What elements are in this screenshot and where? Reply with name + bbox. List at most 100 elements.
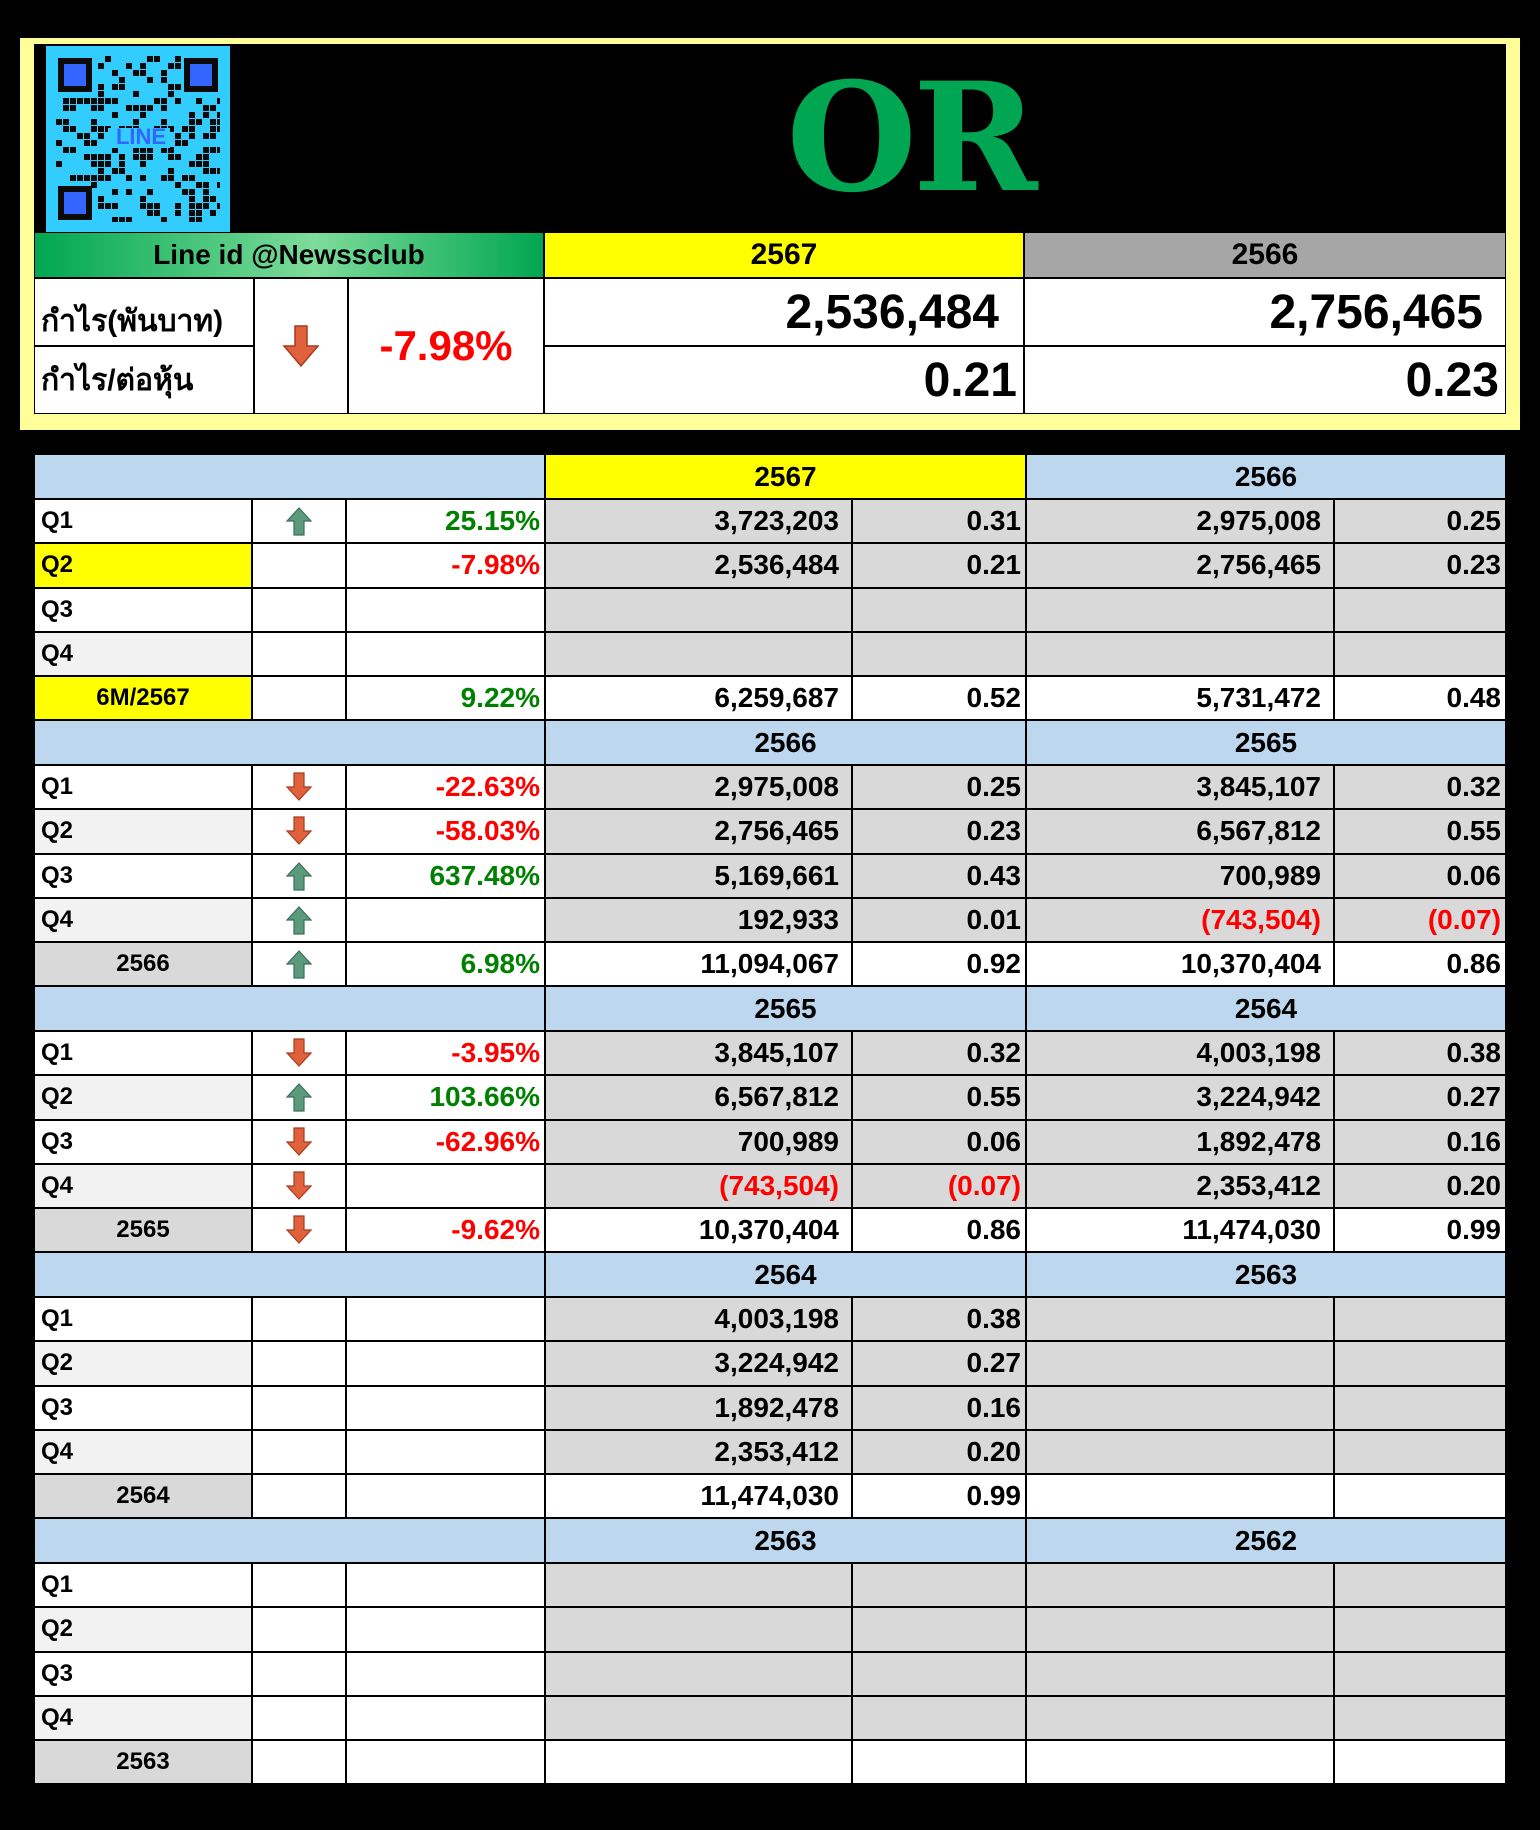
header-inner xyxy=(34,44,1506,238)
section-year-a: 2566 xyxy=(545,720,1026,765)
change-pct: 25.15% xyxy=(346,499,545,544)
change-pct xyxy=(346,1429,545,1475)
header-change-pct: -7.98% xyxy=(348,278,544,414)
header-trend-arrow xyxy=(254,278,348,414)
eps-year-a: 0.01 xyxy=(852,897,1026,943)
eps-year-b xyxy=(1334,1341,1506,1386)
section-year-b: 2565 xyxy=(1026,720,1506,765)
change-pct: -7.98% xyxy=(346,543,545,588)
eps-year-b: 0.99 xyxy=(1334,1208,1506,1253)
eps-year-b xyxy=(1334,1563,1506,1608)
header-profit-current: 2,536,484 xyxy=(544,278,1024,346)
profit-year-b: 2,975,008 xyxy=(1026,499,1334,544)
change-pct xyxy=(346,897,545,943)
quarter-label: Q3 xyxy=(34,1385,252,1430)
profit-year-a: 192,933 xyxy=(545,897,852,943)
change-pct xyxy=(346,1607,545,1652)
profit-year-b xyxy=(1026,631,1334,677)
section-year-a: 2563 xyxy=(545,1518,1026,1563)
eps-year-b xyxy=(1334,1607,1506,1652)
eps-year-b xyxy=(1334,1385,1506,1430)
eps-year-a: 0.32 xyxy=(852,1031,1026,1076)
line-qr-code[interactable]: LINE xyxy=(46,46,230,232)
change-pct xyxy=(346,1385,545,1430)
trend-arrow-cell xyxy=(252,1075,346,1120)
change-pct xyxy=(346,587,545,632)
profit-year-a: 10,370,404 xyxy=(545,1208,852,1253)
eps-year-b: 0.86 xyxy=(1334,942,1506,987)
change-pct xyxy=(346,1563,545,1608)
eps-year-a: 0.21 xyxy=(852,543,1026,588)
profit-year-b xyxy=(1026,1651,1334,1696)
quarter-label: Q1 xyxy=(34,1031,252,1076)
section-year-b: 2562 xyxy=(1026,1518,1506,1563)
change-pct: 103.66% xyxy=(346,1075,545,1120)
eps-year-a: 0.43 xyxy=(852,853,1026,898)
section-header-blank xyxy=(34,1518,545,1563)
eps-year-a: 0.31 xyxy=(852,499,1026,544)
change-pct xyxy=(346,1651,545,1696)
header-year-previous: 2566 xyxy=(1024,232,1506,278)
trend-arrow-cell xyxy=(252,897,346,943)
profit-year-b: 10,370,404 xyxy=(1026,942,1334,987)
change-pct xyxy=(346,1297,545,1342)
up-arrow-icon xyxy=(285,861,313,891)
profit-year-a xyxy=(545,1563,852,1608)
profit-year-b xyxy=(1026,1341,1334,1386)
eps-year-b: 0.23 xyxy=(1334,543,1506,588)
profit-year-b xyxy=(1026,1474,1334,1519)
trend-arrow-cell xyxy=(252,1429,346,1475)
down-arrow-icon xyxy=(285,1171,313,1200)
section-year-b: 2563 xyxy=(1026,1252,1506,1297)
profit-year-b xyxy=(1026,1297,1334,1342)
profit-year-b: 4,003,198 xyxy=(1026,1031,1334,1076)
change-pct: 6.98% xyxy=(346,942,545,987)
qr-line-label: LINE xyxy=(115,124,167,149)
quarter-label: Q4 xyxy=(34,631,252,677)
eps-year-a: (0.07) xyxy=(852,1163,1026,1209)
section-year-b: 2564 xyxy=(1026,986,1506,1031)
profit-year-a: 4,003,198 xyxy=(545,1297,852,1342)
profit-year-b xyxy=(1026,587,1334,632)
profit-year-b: 700,989 xyxy=(1026,853,1334,898)
trend-arrow-cell xyxy=(252,765,346,810)
trend-arrow-cell xyxy=(252,1651,346,1696)
header-eps-current: 0.21 xyxy=(544,346,1024,414)
trend-arrow-cell xyxy=(252,1297,346,1342)
eps-year-a: 0.06 xyxy=(852,1119,1026,1164)
trend-arrow-cell xyxy=(252,499,346,544)
trend-arrow-cell xyxy=(252,1385,346,1430)
down-arrow-icon xyxy=(285,1038,313,1068)
eps-year-b: 0.38 xyxy=(1334,1031,1506,1076)
quarter-label: Q4 xyxy=(34,1695,252,1741)
trend-arrow-cell xyxy=(252,942,346,987)
trend-arrow-cell xyxy=(252,1031,346,1076)
quarter-label: Q2 xyxy=(34,543,252,588)
profit-year-a xyxy=(545,1695,852,1741)
quarter-label: Q1 xyxy=(34,765,252,810)
total-row-label: 2564 xyxy=(34,1474,252,1519)
profit-year-a xyxy=(545,1740,852,1785)
profit-year-b xyxy=(1026,1607,1334,1652)
profit-year-a xyxy=(545,631,852,677)
total-row-label: 6M/2567 xyxy=(34,676,252,721)
trend-arrow-cell xyxy=(252,631,346,677)
profit-year-a xyxy=(545,587,852,632)
line-id-label[interactable]: Line id @Newssclub xyxy=(34,232,544,278)
profit-year-b: (743,504) xyxy=(1026,897,1334,943)
profit-year-b: 1,892,478 xyxy=(1026,1119,1334,1164)
total-row-label: 2563 xyxy=(34,1740,252,1785)
eps-year-a xyxy=(852,1740,1026,1785)
down-arrow-icon xyxy=(285,1215,313,1245)
eps-year-a: 0.20 xyxy=(852,1429,1026,1475)
change-pct: -9.62% xyxy=(346,1208,545,1253)
eps-year-a xyxy=(852,1607,1026,1652)
change-pct: -3.95% xyxy=(346,1031,545,1076)
eps-year-a xyxy=(852,631,1026,677)
trend-arrow-cell xyxy=(252,1341,346,1386)
trend-arrow-cell xyxy=(252,1563,346,1608)
trend-arrow-cell xyxy=(252,1607,346,1652)
trend-arrow-cell xyxy=(252,853,346,898)
quarter-label: Q2 xyxy=(34,1607,252,1652)
quarter-label: Q3 xyxy=(34,1651,252,1696)
